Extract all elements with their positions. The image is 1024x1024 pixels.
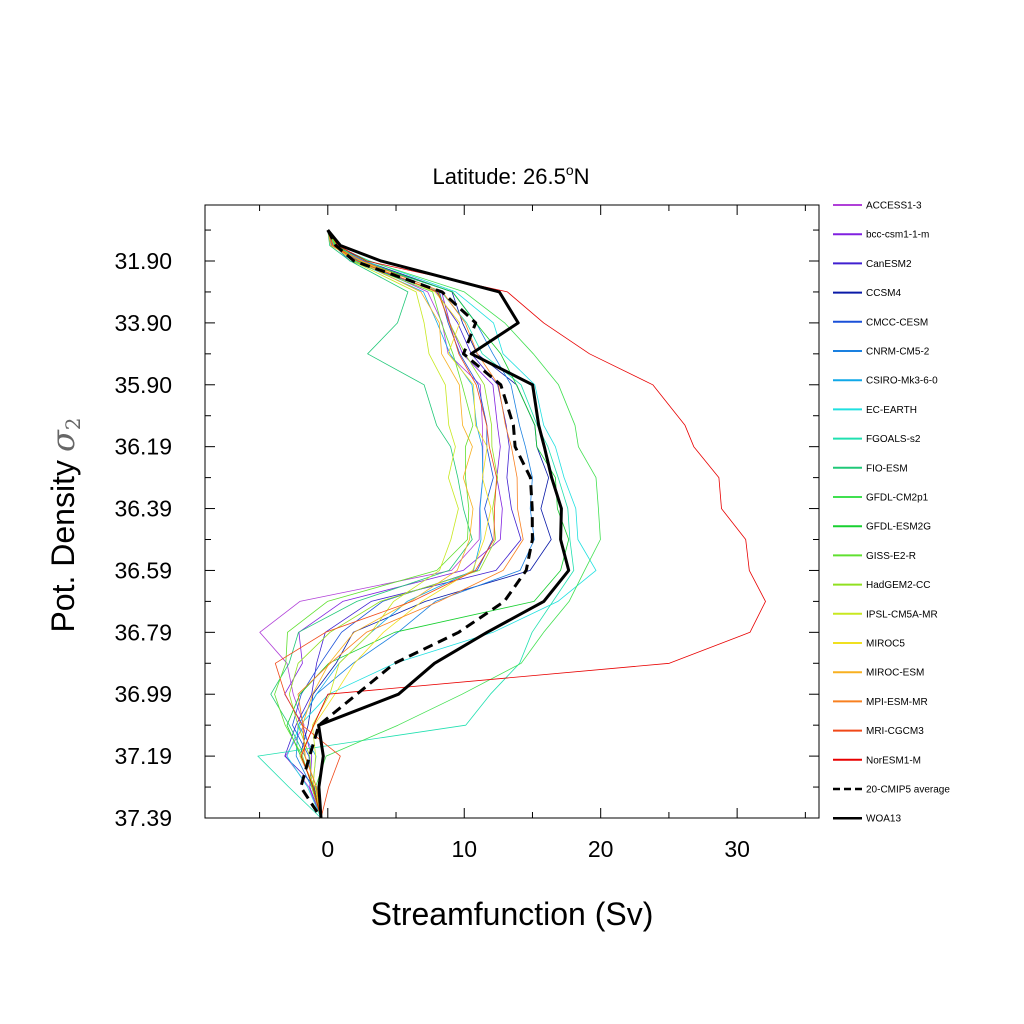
legend-label: CanESM2 xyxy=(866,259,912,270)
y-tick-label: 35.90 xyxy=(114,372,172,398)
chart-title: Latitude: 26.5oN xyxy=(432,162,589,189)
legend-label: MRI-CGCM3 xyxy=(866,726,924,737)
y-tick-label: 36.99 xyxy=(114,681,172,707)
legend-label: CSIRO-Mk3-6-0 xyxy=(866,376,938,387)
legend-label: MIROC-ESM xyxy=(866,668,924,679)
series-line-CCSM4 xyxy=(299,229,552,819)
series-line-CSIRO-Mk3-6-0 xyxy=(297,229,484,819)
legend-label: IPSL-CM5A-MR xyxy=(866,609,938,620)
x-tick-label: 30 xyxy=(724,836,750,862)
y-tick-label: 37.39 xyxy=(114,805,172,831)
series-line-ACCESS1-3 xyxy=(259,230,484,819)
y-axis-title-text: Pot. Density xyxy=(45,460,81,633)
legend-label: CNRM-CM5-2 xyxy=(866,347,930,358)
series-line-WOA13 xyxy=(317,229,571,819)
series-line-MIROC-ESM xyxy=(301,230,474,819)
legend-label: FIO-ESM xyxy=(866,463,908,474)
y-tick-label: 36.79 xyxy=(114,619,172,645)
legend-label: NorESM1-M xyxy=(866,755,921,766)
series-line-FIO-ESM xyxy=(270,230,473,819)
series-line-GFDL-ESM2G xyxy=(286,229,570,819)
series-line-GISS-E2-R xyxy=(274,229,474,819)
y-tick-label: 36.59 xyxy=(114,557,172,583)
series-line-20-CMIP5 average xyxy=(299,229,534,819)
series-line-FGOALS-s2 xyxy=(257,229,575,819)
legend-label: WOA13 xyxy=(866,814,901,825)
y-tick-label: 37.19 xyxy=(114,743,172,769)
legend-label: FGOALS-s2 xyxy=(866,434,921,445)
y-axis-sigma-symbol: σ xyxy=(44,429,82,452)
series-line-NorESM1-M xyxy=(300,229,766,819)
series-line-MPI-ESM-MR xyxy=(297,229,524,819)
y-axis-sigma-subscript: 2 xyxy=(61,417,85,430)
svg-text:Pot. Densityσ2: Pot. Density σ2 xyxy=(44,417,85,632)
legend-label: CMCC-CESM xyxy=(866,317,928,328)
legend-label: ACCESS1-3 xyxy=(866,201,922,212)
legend-label: EC-EARTH xyxy=(866,405,917,416)
series-lines xyxy=(257,229,766,819)
legend-label: GFDL-ESM2G xyxy=(866,522,931,533)
x-tick-label: 0 xyxy=(321,836,334,862)
legend-label: CCSM4 xyxy=(866,288,901,299)
y-tick-label: 36.19 xyxy=(114,434,172,460)
y-tick-label: 31.90 xyxy=(114,248,172,274)
y-tick-label: 33.90 xyxy=(114,310,172,336)
series-line-MIROC5 xyxy=(299,229,492,819)
series-line-HadGEM2-CC xyxy=(288,229,499,819)
series-line-MRI-CGCM3 xyxy=(274,229,498,819)
x-axis-title: Streamfunction (Sv) xyxy=(371,896,654,932)
series-line-EC-EARTH xyxy=(286,229,597,819)
y-axis-title: Pot. Density σ2 xyxy=(44,417,85,632)
legend-label: GFDL-CM2p1 xyxy=(866,493,929,504)
legend-label: 20-CMIP5 average xyxy=(866,785,950,796)
x-tick-label: 10 xyxy=(451,836,477,862)
legend-label: MIROC5 xyxy=(866,639,905,650)
legend-label: bcc-csm1-1-m xyxy=(866,230,929,241)
legend-label: HadGEM2-CC xyxy=(866,580,930,591)
legend: ACCESS1-3 bcc-csm1-1-m CanESM2 CCSM4 CMCC-CE… xyxy=(833,201,950,825)
y-tick-label: 36.39 xyxy=(114,496,172,522)
plot-frame xyxy=(204,204,820,819)
y-axis-ticks: 31.90 33.90 35.90 36.19 36.39 36.59 36.79 36.99… xyxy=(114,229,819,831)
series-line-GFDL-CM2p1 xyxy=(315,229,601,819)
legend-label: MPI-ESM-MR xyxy=(866,697,928,708)
x-tick-label: 20 xyxy=(588,836,614,862)
x-axis-ticks: 0 10 20 30 xyxy=(259,205,806,862)
legend-label: GISS-E2-R xyxy=(866,551,916,562)
